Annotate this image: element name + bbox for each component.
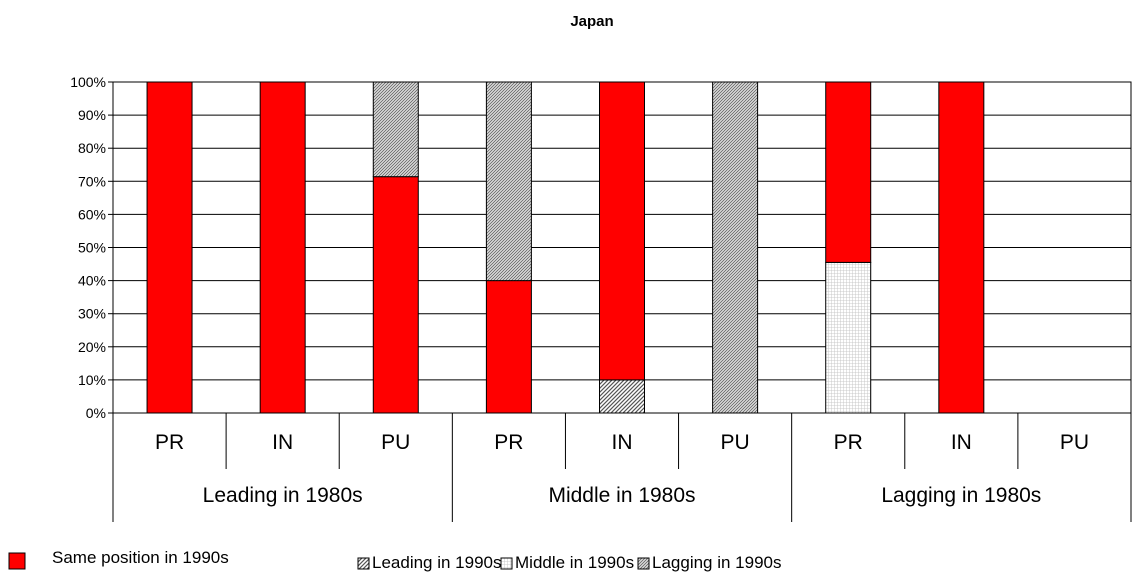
y-tick-label: 60% xyxy=(78,206,106,222)
y-tick-label: 50% xyxy=(78,240,106,256)
legend-swatch xyxy=(500,557,513,570)
bar-segment xyxy=(825,81,872,263)
legend-label: Lagging in 1990s xyxy=(652,553,782,572)
y-tick-label: 30% xyxy=(78,306,106,322)
bar-segment xyxy=(485,81,532,282)
x-category-label: IN xyxy=(951,431,972,454)
y-tick-label: 10% xyxy=(78,372,106,388)
x-category-label: PU xyxy=(381,431,410,454)
bar-segment xyxy=(372,81,419,178)
x-category-label: PU xyxy=(721,431,750,454)
x-category-label: IN xyxy=(612,431,633,454)
bar-segment xyxy=(938,81,985,414)
y-tick-label: 80% xyxy=(78,140,106,156)
bar-segment xyxy=(372,176,419,414)
bar-segment xyxy=(599,81,645,381)
chart-title: Japan xyxy=(570,13,613,30)
y-axis-ticks: 0% 10% 20% 30% 40% 50% 60% 70% 80% 90% 100% xyxy=(70,74,113,421)
y-tick-label: 70% xyxy=(78,173,106,189)
legend-swatch xyxy=(637,557,650,570)
bar-segment xyxy=(712,81,759,414)
x-group-label: Lagging in 1980s xyxy=(881,484,1041,507)
y-tick-label: 0% xyxy=(86,405,106,421)
x-category-label: PR xyxy=(494,431,523,454)
x-category-label: PR xyxy=(155,431,184,454)
x-group-label: Leading in 1980s xyxy=(203,484,363,507)
bar-segment xyxy=(146,81,193,414)
y-tick-label: 20% xyxy=(78,339,106,355)
y-tick-label: 100% xyxy=(70,74,106,90)
y-tick-label: 90% xyxy=(78,107,106,123)
bar-segment xyxy=(485,280,532,414)
x-category-label: PU xyxy=(1060,431,1089,454)
legend-swatch xyxy=(8,552,26,570)
legend-swatch xyxy=(357,557,370,570)
bars xyxy=(146,81,985,414)
bar-segment xyxy=(599,379,645,414)
bar-segment xyxy=(259,81,306,414)
x-axis: PR IN PU PR IN PU PR IN PU Leading in 1980s Middle… xyxy=(112,413,1132,522)
y-tick-label: 40% xyxy=(78,273,106,289)
legend-label: Middle in 1990s xyxy=(515,553,634,572)
x-group-label: Middle in 1980s xyxy=(548,484,695,507)
legend-label: Same position in 1990s xyxy=(52,548,229,567)
legend-label: Leading in 1990s xyxy=(372,553,502,572)
legend: Same position in 1990s Leading in 1990s Mi… xyxy=(8,548,782,572)
bar-segment xyxy=(825,261,872,414)
x-category-label: IN xyxy=(272,431,293,454)
x-category-label: PR xyxy=(834,431,863,454)
